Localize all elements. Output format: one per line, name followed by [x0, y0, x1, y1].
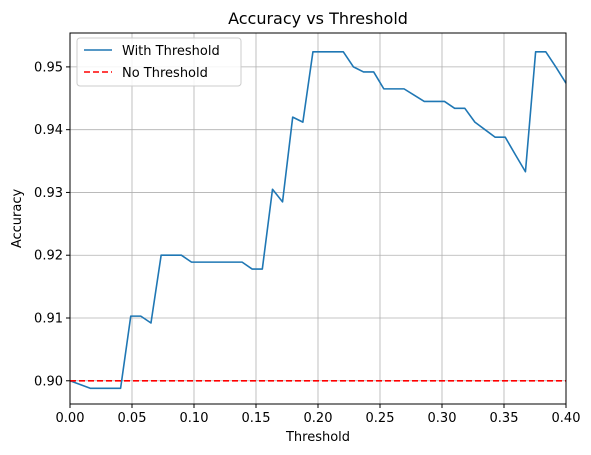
x-tick-label: 0.00: [56, 411, 85, 426]
x-tick-label: 0.05: [118, 411, 147, 426]
x-tick-label: 0.40: [552, 411, 581, 426]
y-axis-label: Accuracy: [10, 189, 25, 249]
y-tick-label: 0.95: [34, 60, 63, 75]
x-tick-label: 0.20: [304, 411, 333, 426]
ticks: 0.00 0.05 0.10 0.15 0.20 0.25 0.30 0.35 0.40 0.90…: [34, 60, 580, 426]
y-tick-label: 0.94: [34, 123, 63, 138]
x-tick-label: 0.35: [490, 411, 519, 426]
legend-label-1: No Threshold: [122, 66, 208, 81]
x-tick-label: 0.25: [366, 411, 395, 426]
grid: [70, 33, 566, 404]
x-tick-label: 0.30: [428, 411, 457, 426]
legend: With Threshold No Threshold: [77, 38, 241, 86]
x-tick-label: 0.15: [242, 411, 271, 426]
y-tick-label: 0.91: [34, 311, 63, 326]
x-tick-label: 0.10: [180, 411, 209, 426]
x-axis-label: Threshold: [285, 430, 350, 445]
y-tick-label: 0.90: [34, 374, 63, 389]
y-tick-label: 0.93: [34, 186, 63, 201]
y-tick-label: 0.92: [34, 249, 63, 264]
legend-label-0: With Threshold: [122, 44, 220, 59]
chart-title: Accuracy vs Threshold: [228, 9, 408, 28]
